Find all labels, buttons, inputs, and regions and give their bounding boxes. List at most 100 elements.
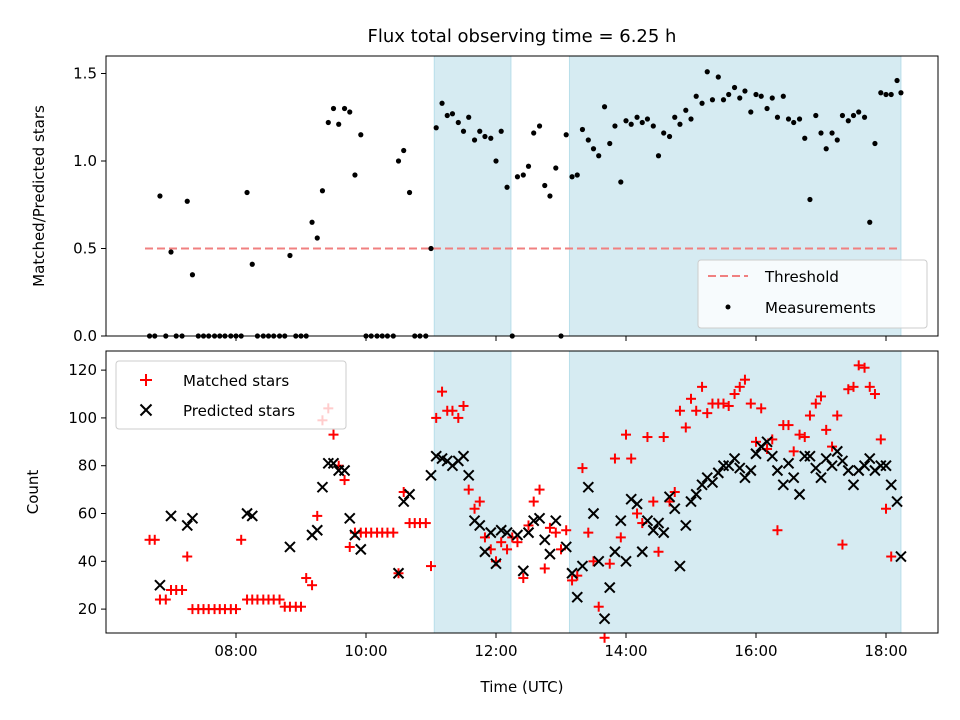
measurement-point <box>444 112 450 119</box>
measurement-point <box>845 118 851 124</box>
matched-star-point <box>469 503 480 514</box>
measurement-point <box>677 121 683 127</box>
matched-star-point <box>794 429 805 440</box>
predicted-star-point <box>657 526 670 539</box>
measurement-point <box>488 135 494 141</box>
measurement-point <box>758 93 764 99</box>
predicted-star-point <box>457 450 470 462</box>
predicted-star-point <box>517 565 530 577</box>
matched-star-point <box>344 541 355 552</box>
measurement-point <box>823 146 829 152</box>
matched-star-point <box>544 522 555 533</box>
measurement-point <box>709 97 716 103</box>
predicted-star-point <box>690 488 702 501</box>
matched-star-point <box>534 484 545 495</box>
matched-star-point <box>307 580 318 591</box>
predicted-star-point <box>571 591 583 603</box>
predicted-star-point <box>181 519 193 532</box>
predicted-star-point <box>186 512 199 524</box>
predicted-star-point <box>831 445 843 458</box>
measurement-point <box>731 84 738 91</box>
predicted-star-point <box>392 567 405 579</box>
bottom-y-tick-label: 20 <box>78 600 97 618</box>
measurement-point <box>493 158 499 164</box>
matched-star-point <box>718 398 729 409</box>
bottom-legend: Matched stars Predicted stars <box>115 360 347 430</box>
matched-star-point <box>680 422 691 433</box>
predicted-star-point <box>316 481 329 493</box>
matched-star-point <box>642 432 653 443</box>
predicted-star-point <box>338 464 351 477</box>
bottom-y-tick-label: 60 <box>78 505 97 523</box>
measurement-point <box>189 272 196 278</box>
predicted-star-point <box>462 469 475 481</box>
top-legend: Threshold Measurements <box>697 259 928 329</box>
measurement-point <box>737 95 743 101</box>
predicted-star-point <box>771 464 784 477</box>
legend-predicted-label: Predicted stars <box>183 402 295 420</box>
matched-star-point <box>869 389 880 400</box>
measurement-point <box>449 111 456 117</box>
predicted-star-point <box>490 557 502 570</box>
measurement-point <box>774 114 781 120</box>
measurement-point <box>325 119 331 126</box>
predicted-star-point <box>485 526 497 539</box>
measurement-point <box>536 123 543 129</box>
predicted-star-point <box>799 450 811 462</box>
matched-star-point <box>496 537 507 548</box>
measurement-point <box>829 130 835 136</box>
measurement-point <box>287 252 293 259</box>
predicted-star-point <box>641 514 654 527</box>
measurement-point <box>612 123 618 129</box>
measurement-point <box>791 119 797 126</box>
measurement-point <box>466 114 472 120</box>
predicted-star-point <box>560 541 572 553</box>
measurement-point <box>802 135 808 141</box>
bottom-y-tick-label: 80 <box>78 457 97 475</box>
matched-star-point <box>453 412 464 423</box>
measurement-point <box>699 100 705 106</box>
measurement-point <box>856 109 862 115</box>
predicted-star-point <box>620 555 632 568</box>
top-axes-frame <box>105 55 939 337</box>
matched-star-point <box>772 525 783 536</box>
matched-star-point <box>816 391 826 402</box>
predicted-star-point <box>842 464 855 477</box>
matched-star-point <box>577 463 588 474</box>
predicted-star-point <box>793 488 806 501</box>
x-tick-label: 18:00 <box>864 642 907 660</box>
measurement-point <box>807 196 813 203</box>
measurement-point <box>650 123 656 129</box>
predicted-star-point <box>327 457 340 470</box>
predicted-star-point <box>680 519 692 532</box>
matched-star-point <box>648 496 659 507</box>
matched-star-point <box>502 544 513 555</box>
matched-star-point <box>512 537 523 548</box>
predicted-star-point <box>717 460 730 472</box>
measurement-point <box>168 249 174 255</box>
bottom-count-points <box>144 360 907 643</box>
matched-star-point <box>702 408 713 419</box>
measurement-point <box>406 189 413 196</box>
matched-star-point <box>729 389 740 400</box>
bottom-y-ticks: 20 40 60 80 100 120 <box>68 361 106 618</box>
measurement-point <box>395 158 402 164</box>
predicted-star-point <box>474 519 486 532</box>
predicted-star-point <box>750 448 762 460</box>
predicted-star-point <box>810 462 822 474</box>
measurement-point <box>867 219 873 225</box>
predicted-star-point <box>154 579 166 591</box>
measurement-point <box>769 95 775 101</box>
measurement-point <box>542 182 548 189</box>
measurement-point <box>764 105 770 112</box>
measurement-point <box>888 91 894 98</box>
predicted-star-point <box>631 498 643 510</box>
measurement-point <box>623 118 629 124</box>
legend-predicted-swatch <box>139 403 153 417</box>
matched-star-point <box>745 398 756 409</box>
measurement-point <box>655 153 662 159</box>
predicted-star-point <box>539 534 551 546</box>
measurement-point <box>813 112 819 119</box>
predicted-star-point <box>875 460 887 472</box>
predicted-star-point <box>847 479 860 491</box>
